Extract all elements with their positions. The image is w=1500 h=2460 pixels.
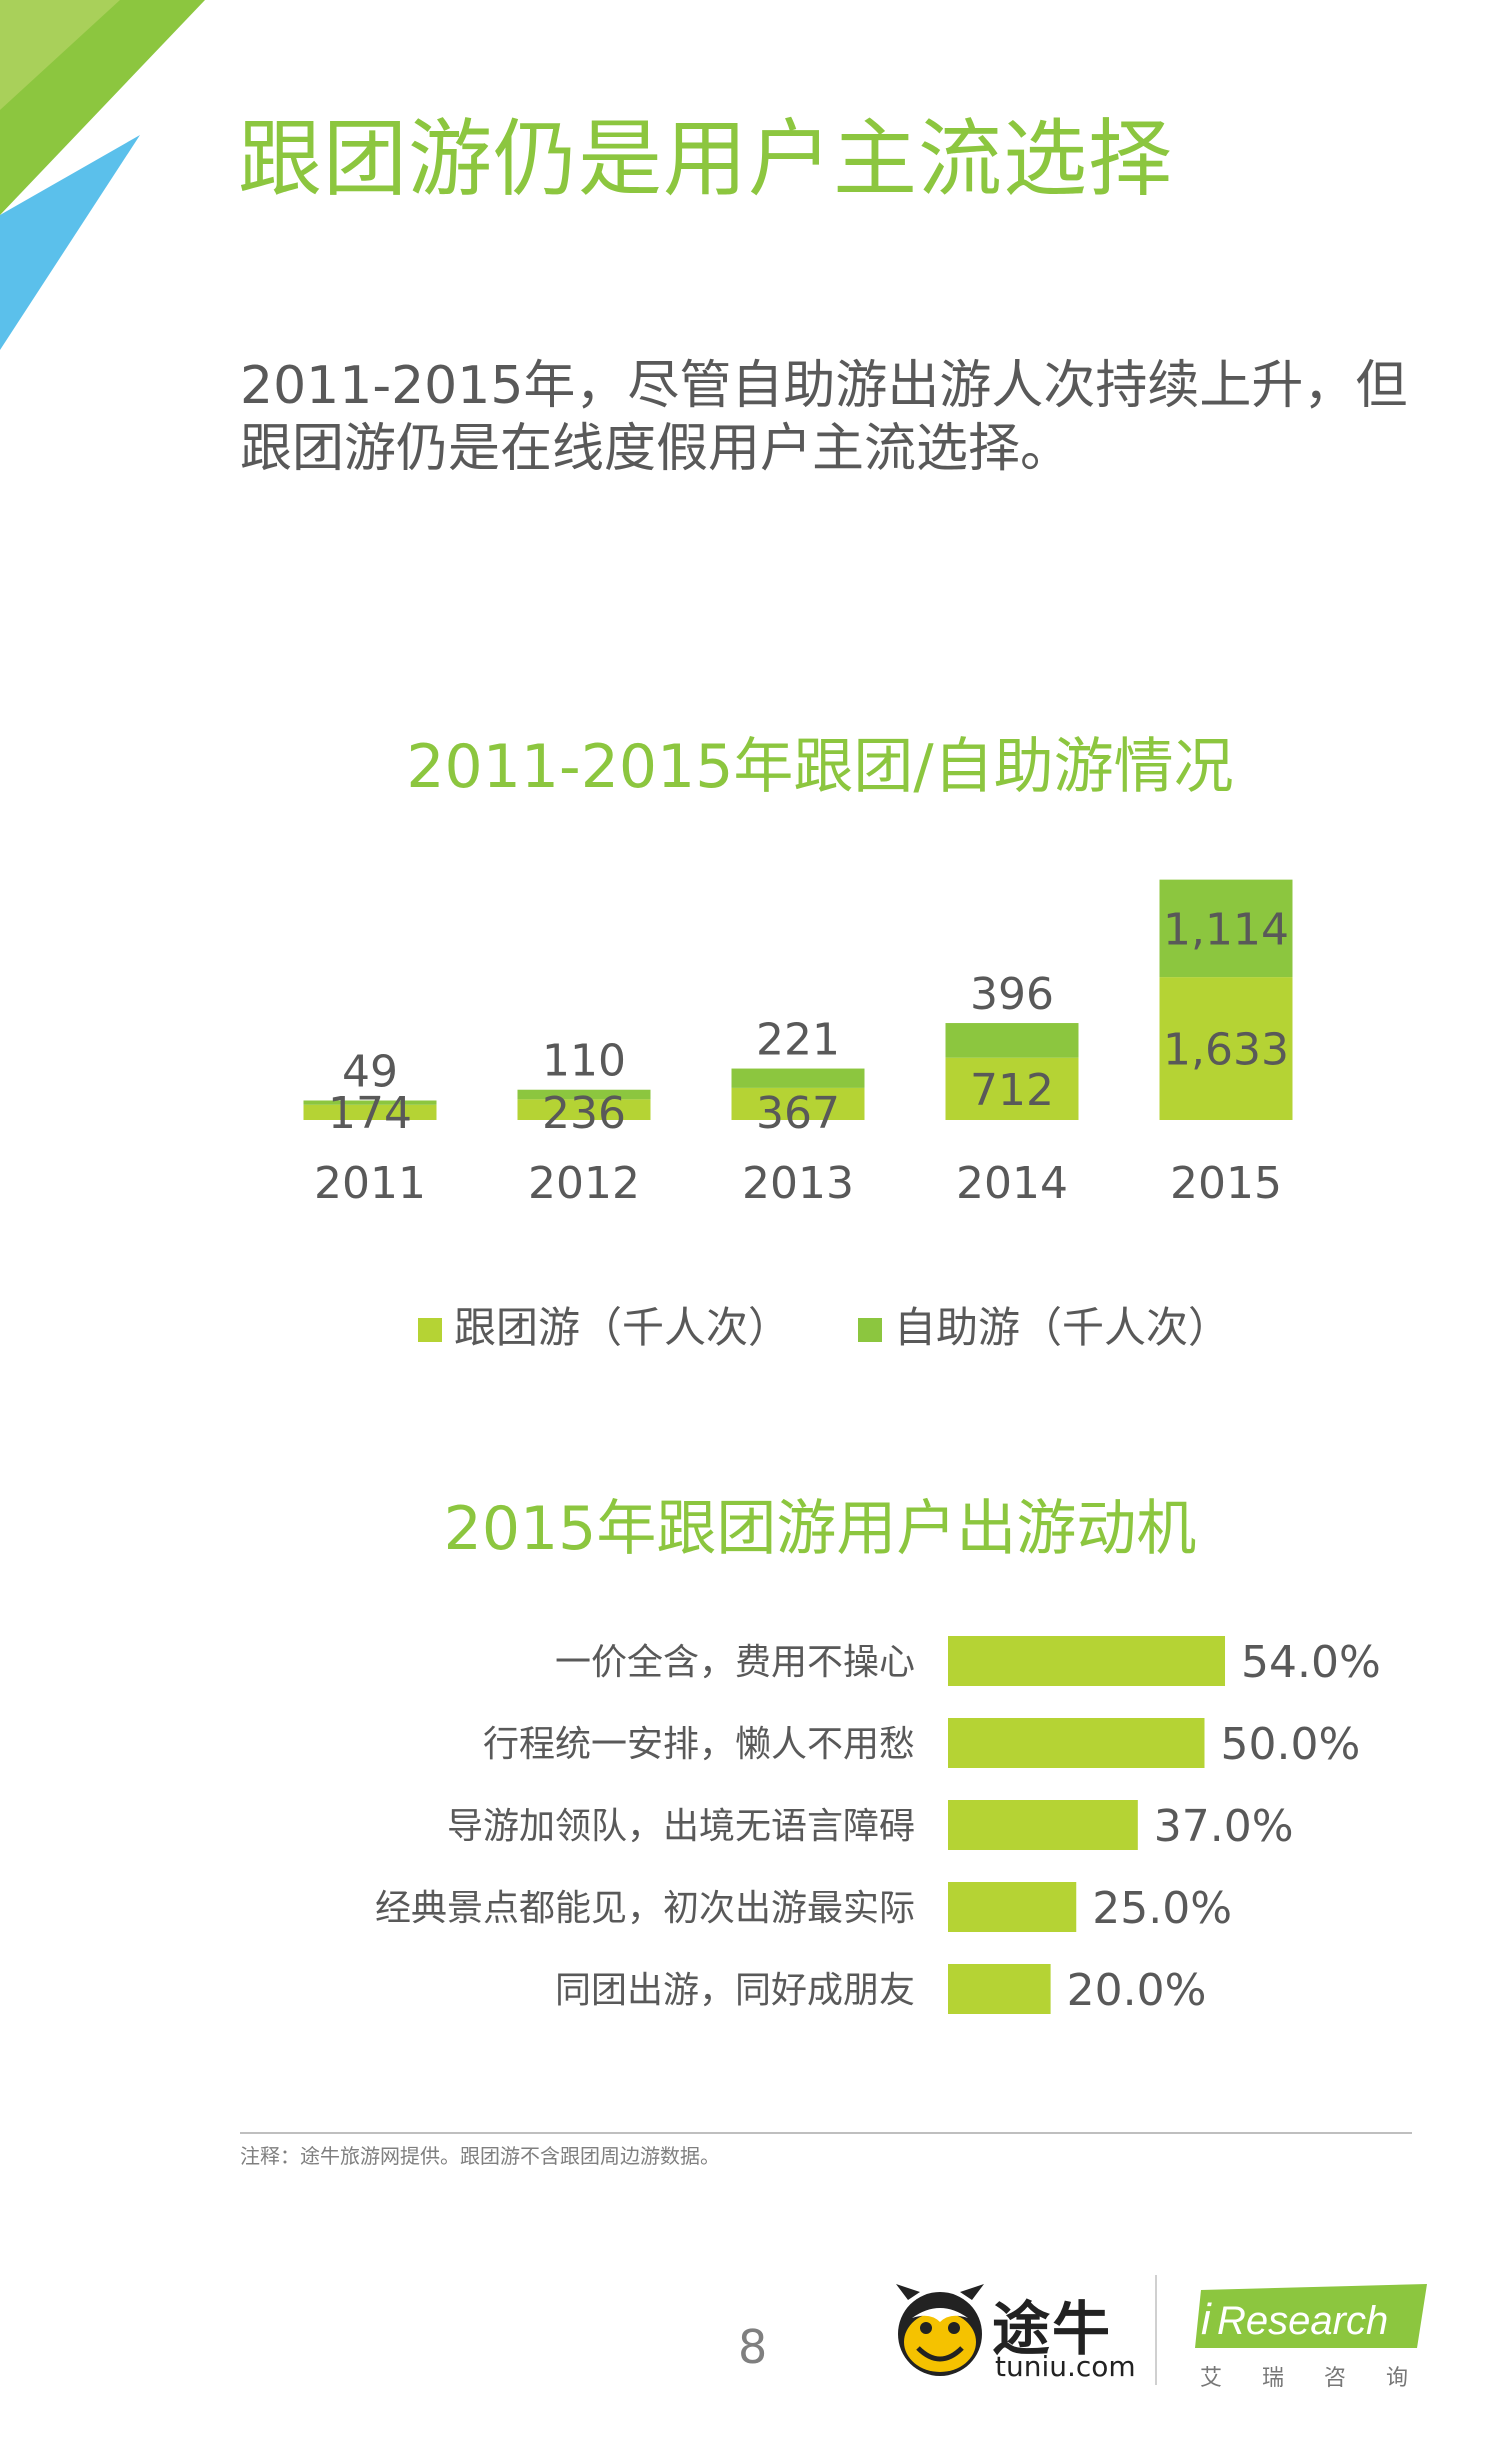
data-label: 174	[328, 1088, 412, 1139]
category-label: 一价全含，费用不操心	[555, 1642, 915, 1683]
bar-2012-group	[517, 1099, 651, 1120]
data-label: 1,633	[1163, 1025, 1289, 1076]
value-label: 25.0%	[1092, 1883, 1232, 1934]
tuniu-domain: tuniu.com	[995, 2350, 1136, 2383]
chart2-title: 2015年跟团游用户出游动机	[443, 1494, 1197, 1564]
bar-2011-group	[303, 1104, 437, 1120]
category-label: 行程统一安排，懒人不用愁	[483, 1724, 915, 1765]
bar-2013-group	[731, 1087, 865, 1120]
motive-bar	[948, 1718, 1205, 1768]
data-label: 1,114	[1163, 904, 1289, 955]
footnote-divider	[240, 2132, 1412, 2134]
bar-2013-self	[731, 1068, 865, 1088]
logo-divider	[1155, 2275, 1157, 2385]
chart2-bars	[948, 1636, 1226, 2014]
page-number: 8	[738, 2320, 768, 2374]
bar-2012-self	[517, 1089, 651, 1100]
chart2-value-labels: 54.0% 50.0% 37.0% 25.0% 20.0%	[1067, 1637, 1381, 2016]
footnote: 注释：途牛旅游网提供。跟团游不含跟团周边游数据。	[240, 2144, 720, 2168]
category-label: 同团出游，同好成朋友	[555, 1970, 915, 2011]
x-tick-label: 2012	[528, 1158, 640, 1209]
corner-decoration	[0, 0, 205, 350]
motive-bar	[948, 1636, 1226, 1686]
x-tick-label: 2015	[1170, 1158, 1282, 1209]
intro-line-2: 跟团游仍是在线度假用户主流选择。	[240, 419, 1073, 479]
data-label: 236	[542, 1088, 626, 1139]
chart1-x-ticks: 2011 2012 2013 2014 2015	[314, 1158, 1282, 1209]
value-label: 50.0%	[1221, 1719, 1361, 1770]
data-label: 712	[970, 1065, 1054, 1116]
iresearch-i: i	[1201, 2295, 1212, 2344]
bar-2014-self	[945, 1023, 1079, 1058]
intro-text: 2011-2015年，尽管自助游出游人次持续上升，但 跟团游仍是在线度假用户主流…	[240, 355, 1420, 481]
value-label: 20.0%	[1067, 1965, 1207, 2016]
value-label: 37.0%	[1154, 1801, 1294, 1852]
bar-2015-group	[1159, 977, 1293, 1120]
horizontal-bar-chart: 一价全含，费用不操心行程统一安排，懒人不用愁导游加领队，出境无语言障碍经典景点都…	[375, 1636, 1381, 2016]
bar-2014-group	[945, 1057, 1079, 1120]
motive-bar	[948, 1800, 1138, 1850]
chart2-category-labels: 一价全含，费用不操心行程统一安排，懒人不用愁导游加领队，出境无语言障碍经典景点都…	[375, 1642, 915, 2011]
legend-label: 跟团游（千人次）	[454, 1303, 790, 1352]
iresearch-wordmark: Research	[1217, 2299, 1388, 2343]
tuniu-chinese-name: 途牛	[992, 2295, 1113, 2363]
legend-swatch	[858, 1318, 882, 1342]
tuniu-cow-logo	[896, 2284, 984, 2376]
x-tick-label: 2013	[742, 1158, 854, 1209]
category-label: 经典景点都能见，初次出游最实际	[375, 1888, 915, 1929]
data-label: 396	[970, 969, 1054, 1020]
iresearch-chinese-name: 艾瑞咨询	[1200, 2366, 1449, 2391]
x-tick-label: 2011	[314, 1158, 426, 1209]
motive-bar	[948, 1882, 1077, 1932]
x-tick-label: 2014	[956, 1158, 1068, 1209]
bar-2011-self	[303, 1100, 437, 1105]
data-label: 221	[756, 1015, 840, 1066]
bar-2015-self	[1159, 879, 1293, 978]
chart1-legend: 跟团游（千人次） 自助游（千人次）	[418, 1303, 1230, 1352]
data-label: 49	[342, 1046, 398, 1097]
iresearch-logo: i Research	[1195, 2284, 1427, 2348]
value-label: 54.0%	[1241, 1637, 1381, 1688]
data-label: 367	[756, 1088, 840, 1139]
legend-label: 自助游（千人次）	[894, 1303, 1230, 1352]
motive-bar	[948, 1964, 1051, 2014]
category-label: 导游加领队，出境无语言障碍	[447, 1806, 915, 1847]
intro-line-1: 2011-2015年，尽管自助游出游人次持续上升，但	[240, 356, 1408, 416]
page-title: 跟团游仍是用户主流选择	[238, 110, 1174, 208]
chart1-title: 2011-2015年跟团/自助游情况	[406, 732, 1234, 802]
data-label: 110	[542, 1036, 626, 1087]
chart1-bars	[303, 879, 1293, 1120]
legend-swatch	[418, 1318, 442, 1342]
